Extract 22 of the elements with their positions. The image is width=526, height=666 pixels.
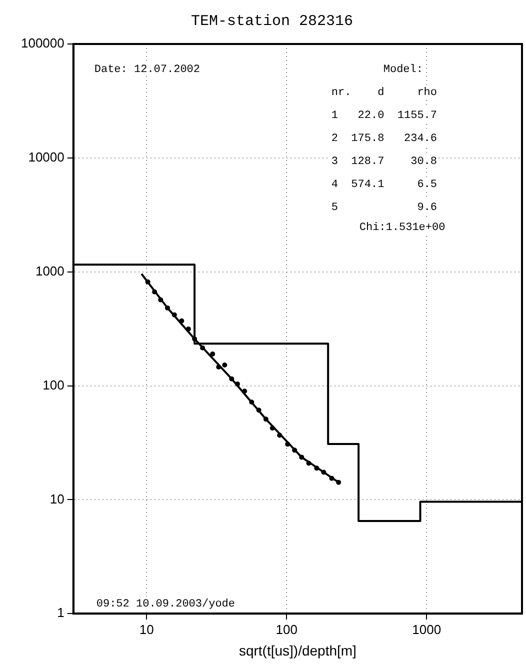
annotation: 2 175.8 234.6 (331, 132, 438, 145)
y-tick-label: 100 (42, 377, 64, 392)
y-tick-label: 1000 (35, 263, 64, 278)
annotation: Model: (383, 64, 423, 76)
y-tick-label: 10 (50, 491, 64, 506)
y-tick-label: 100000 (20, 36, 64, 51)
x-axis-title: sqrt(t[us])/depth[m] (238, 642, 356, 658)
point (222, 362, 228, 368)
x-tick-label: 10 (139, 622, 154, 637)
annotation: 4 574.1 6.5 (331, 178, 438, 191)
x-tick-label: 1000 (412, 622, 442, 637)
annotation: 3 128.7 30.8 (331, 156, 438, 168)
annotation: 09:52 10.09.2003/yode (96, 598, 236, 611)
y-tick-label: 10000 (28, 150, 64, 164)
annotation: 1 22.0 1155.7 (331, 110, 438, 122)
annotation: nr. d rho (331, 86, 438, 99)
y-tick-label: 1 (57, 605, 64, 620)
x-tick-label: 100 (276, 622, 298, 637)
chart-title: TEM-station 282316 (190, 12, 354, 30)
annotation: Chi:1.531e+00 (359, 222, 446, 234)
annotation: 5 9.6 (331, 202, 438, 214)
annotation: Date: 12.07.2002 (94, 64, 200, 76)
